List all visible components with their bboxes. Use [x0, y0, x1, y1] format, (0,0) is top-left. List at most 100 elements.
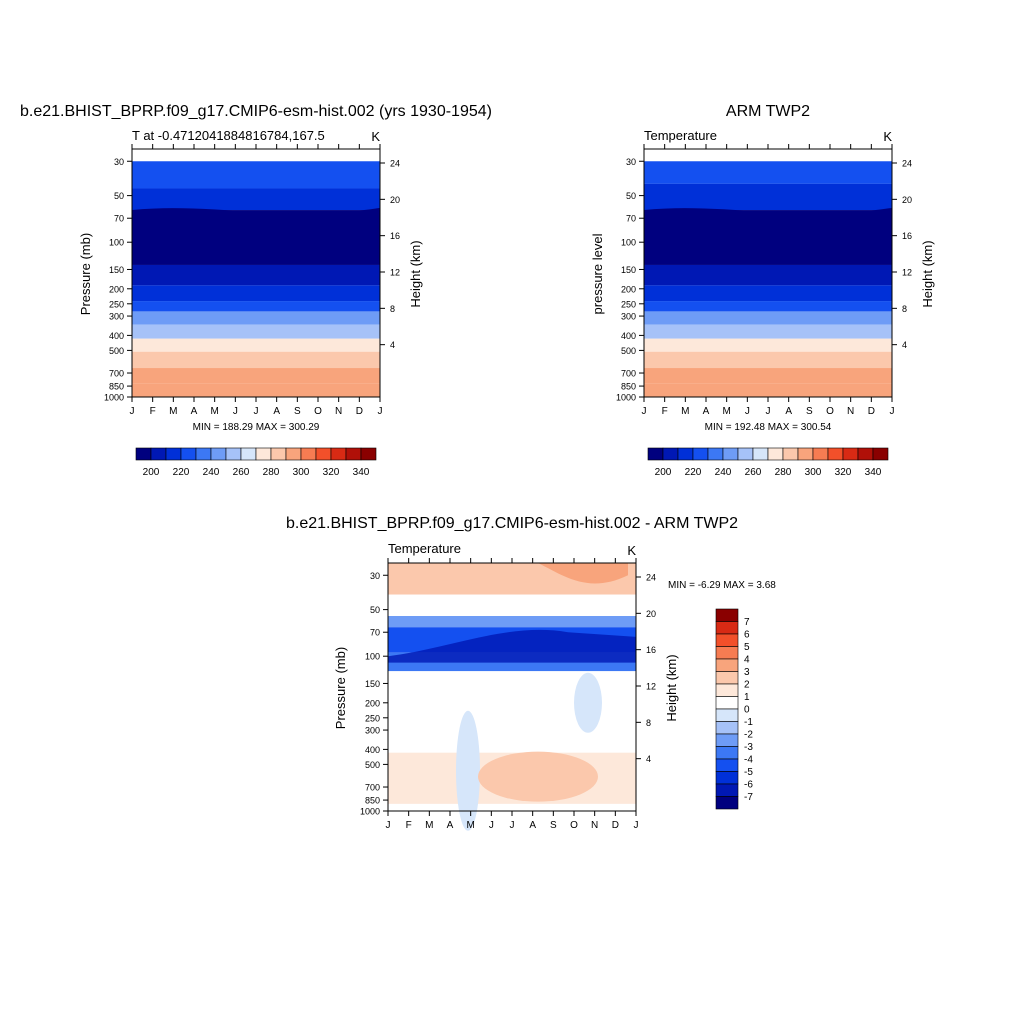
panel2-ytick-label-3: 100: [621, 238, 636, 248]
panel3-strong-negative-region: [388, 629, 636, 663]
panel1-colorbar-box-15: [360, 447, 377, 461]
panel1-htick-label-3: 12: [390, 268, 400, 278]
panel3-xtick-label-12: J: [634, 820, 639, 831]
panel3-xtick-label-3: A: [447, 820, 454, 831]
panel1-ytick-label-8: 400: [109, 331, 124, 341]
panel3-htick-label-3: 12: [646, 682, 656, 692]
panel3-xtick-label-10: N: [591, 820, 598, 831]
panel3-colorbar-box-7: [715, 696, 739, 710]
panel1-band-3: [132, 264, 380, 286]
panel3-colorbar-box-10: [715, 733, 739, 747]
panel3-warm-region-1: [478, 751, 598, 802]
panel2-colorbar-box-0: [647, 447, 664, 461]
panel2-colorbar-box-7: [752, 447, 769, 461]
panel2-band-3: [644, 264, 892, 286]
panel2-band-1: [644, 183, 892, 211]
panel2-xtick-label-7: A: [785, 406, 792, 417]
panel3-colorbar-box-13: [715, 771, 739, 785]
panel3-xtick-label-6: J: [510, 820, 515, 831]
panel3-main-title: b.e21.BHIST_BPRP.f09_g17.CMIP6-esm-hist.…: [286, 515, 738, 532]
panel3-colorbar-box-2: [715, 633, 739, 647]
panel1-xtick-label-4: M: [210, 406, 218, 417]
panel3-colorbar-label-12: -5: [744, 767, 753, 778]
panel1-htick-label-4: 8: [390, 304, 395, 314]
panel3-ytick-label-4: 150: [365, 679, 380, 689]
panel2-colorbar-label-2: 240: [715, 467, 732, 478]
panel2-tropopause-core: [644, 207, 892, 265]
panel3-colorbar-label-0: 7: [744, 617, 750, 628]
panel1-ytick-label-2: 70: [114, 214, 124, 224]
panel3-cool-region-1: [456, 710, 480, 831]
panel3-colorbar-box-6: [715, 683, 739, 697]
panel2-ytick-label-1: 50: [626, 191, 636, 201]
panel1-xtick-label-3: A: [191, 406, 198, 417]
panel3-colorbar-box-5: [715, 671, 739, 685]
panel3-xtick-label-0: J: [386, 820, 391, 831]
panel1-colorbar-label-2: 240: [203, 467, 220, 478]
panel3-xtick-label-2: M: [425, 820, 433, 831]
panel3-colorbar-label-5: 2: [744, 680, 750, 691]
panel1-main-title: b.e21.BHIST_BPRP.f09_g17.CMIP6-esm-hist.…: [20, 103, 492, 120]
panel3-colorbar-box-11: [715, 746, 739, 760]
panel3-ylabel-right: Height (km): [664, 654, 679, 721]
panel3-xtick-label-7: A: [529, 820, 536, 831]
panel1-colorbar-box-9: [270, 447, 287, 461]
panel2-colorbar-label-7: 340: [865, 467, 882, 478]
panel3-colorbar-box-8: [715, 708, 739, 722]
panel1-colorbar-box-2: [165, 447, 182, 461]
panel2-htick-label-0: 24: [902, 159, 912, 169]
panel2-right-string: K: [883, 129, 892, 144]
panel2-xtick-label-3: A: [703, 406, 710, 417]
panel3-ytick-label-1: 50: [370, 605, 380, 615]
panel3-ytick-label-3: 100: [365, 652, 380, 662]
panel1-colorbar-box-4: [195, 447, 212, 461]
panel1-xtick-label-12: J: [378, 406, 383, 417]
panel3-htick-label-4: 8: [646, 718, 651, 728]
panel1-band-7: [132, 324, 380, 339]
panel1-band-9: [132, 351, 380, 369]
panel1-ylabel-right: Height (km): [408, 240, 423, 307]
panel1-colorbar-label-6: 320: [323, 467, 340, 478]
panel1-colorbar-box-8: [255, 447, 272, 461]
panel1-xtick-label-8: S: [294, 406, 301, 417]
panel2-colorbar-box-15: [872, 447, 889, 461]
panel1-ytick-label-4: 150: [109, 265, 124, 275]
panel2-ytick-label-6: 250: [621, 299, 636, 309]
panel3-colorbar-label-10: -3: [744, 742, 753, 753]
panel2-band-6: [644, 311, 892, 325]
panel3-colorbar-label-3: 4: [744, 655, 750, 666]
panel2-band-4: [644, 285, 892, 302]
panel3-colorbar-label-6: 1: [744, 692, 750, 703]
panel1-colorbar-label-4: 280: [263, 467, 280, 478]
panel1-ytick-label-10: 700: [109, 369, 124, 379]
panel3-colorbar-box-15: [715, 796, 739, 810]
panel3-ytick-label-9: 500: [365, 760, 380, 770]
panel3-right-string: K: [627, 543, 636, 558]
panel1-ytick-label-0: 30: [114, 157, 124, 167]
panel3-ylabel: Pressure (mb): [333, 647, 348, 729]
panel2-colorbar-label-4: 280: [775, 467, 792, 478]
panel2-xtick-label-11: D: [868, 406, 875, 417]
panel2-band-11: [644, 383, 892, 397]
panel3-colorbar-box-14: [715, 783, 739, 797]
panel3-colorbar-label-8: -1: [744, 717, 753, 728]
panel3-colorbar-label-4: 3: [744, 667, 750, 678]
panel3-left-string: Temperature: [388, 541, 461, 556]
panel1-htick-label-1: 20: [390, 195, 400, 205]
panel2-main-title: ARM TWP2: [726, 103, 810, 120]
panel2-ytick-label-5: 200: [621, 284, 636, 294]
panel2-xtick-label-12: J: [890, 406, 895, 417]
panel1-band-4: [132, 285, 380, 302]
panel2-band-0: [644, 161, 892, 184]
panel1-ytick-label-3: 100: [109, 238, 124, 248]
panel3-xtick-label-4: M: [466, 820, 474, 831]
panel2-ylabel: pressure level: [590, 233, 605, 314]
panel3-ytick-label-11: 850: [365, 796, 380, 806]
panel1-ytick-label-9: 500: [109, 346, 124, 356]
panel3-colorbar-label-2: 5: [744, 642, 750, 653]
panel3-ytick-label-8: 400: [365, 745, 380, 755]
panel1-xtick-label-1: F: [150, 406, 156, 417]
panel2-ytick-label-4: 150: [621, 265, 636, 275]
panel2-htick-label-5: 4: [902, 340, 907, 350]
